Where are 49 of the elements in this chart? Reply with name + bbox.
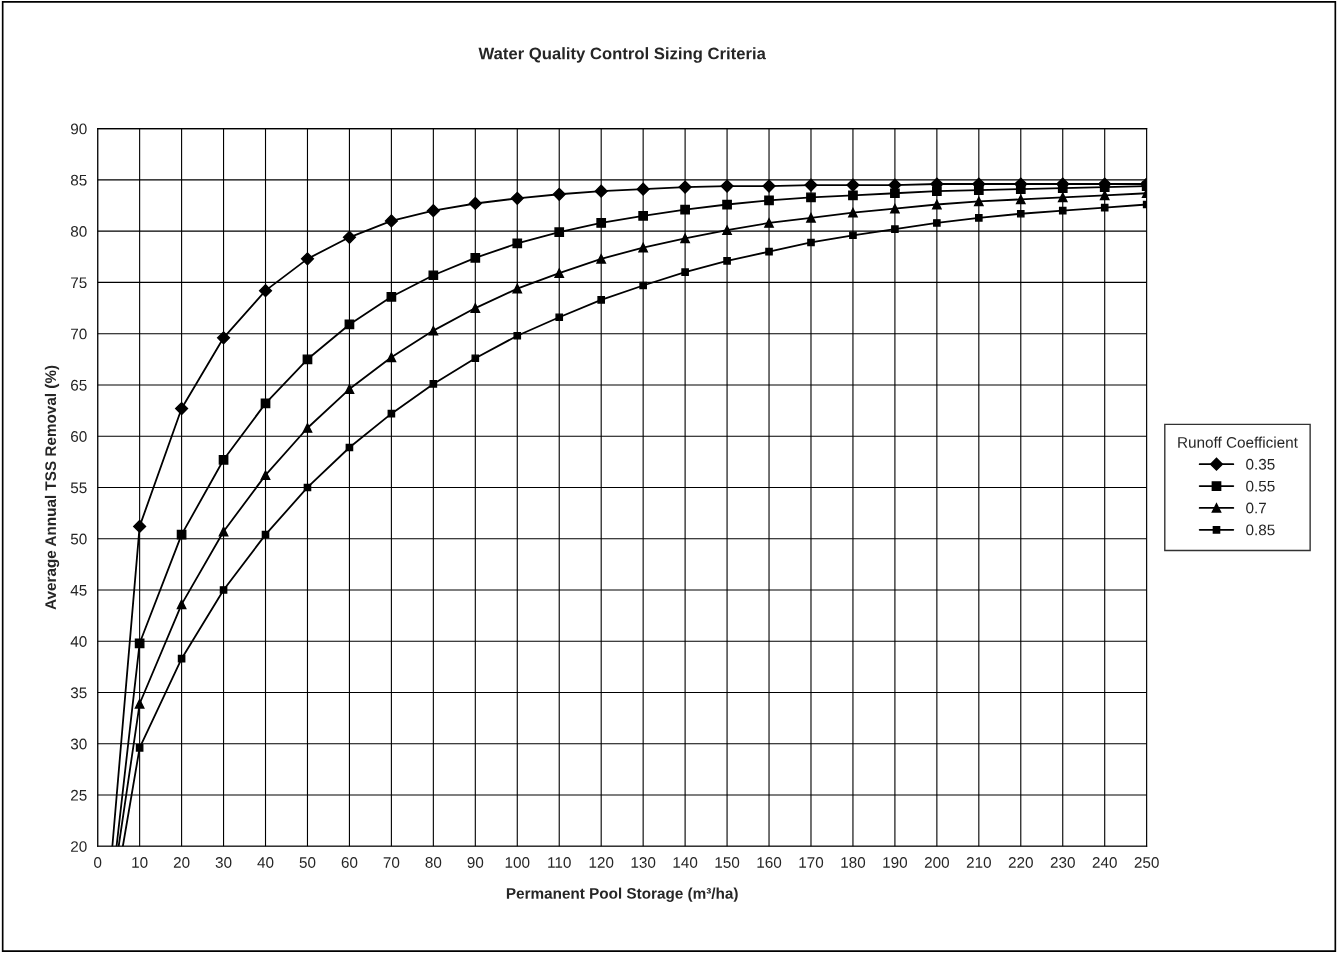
y-tick-label: 25 (71, 789, 87, 801)
x-tick-label: 0 (94, 857, 102, 868)
y-tick-label: 45 (70, 585, 87, 596)
y-tick-label: 35 (70, 687, 87, 699)
y-tick-label: 40 (70, 636, 87, 647)
x-tick-label: 90 (467, 857, 484, 868)
x-tick-label: 200 (924, 857, 950, 868)
y-tick-label: 60 (71, 431, 87, 442)
x-tick-label: 220 (1008, 857, 1033, 868)
legend-label: 0.35 (1246, 458, 1275, 470)
x-tick-label: 180 (841, 857, 866, 868)
y-tick-label: 55 (70, 482, 87, 494)
y-tick-label: 90 (70, 123, 87, 135)
x-tick-label: 190 (883, 857, 908, 868)
y-tick-label: 65 (71, 379, 87, 391)
x-tick-label: 80 (425, 857, 442, 868)
x-tick-label: 160 (757, 857, 782, 868)
x-tick-label: 150 (715, 857, 740, 868)
y-tick-label: 70 (71, 328, 87, 340)
y-tick-label: 80 (70, 226, 87, 237)
x-tick-label: 60 (341, 857, 358, 868)
x-tick-label: 130 (631, 857, 656, 868)
y-tick-label: 75 (71, 277, 87, 289)
x-tick-label: 20 (173, 857, 190, 868)
legend-label: 0.7 (1246, 502, 1266, 514)
x-tick-label: 70 (383, 857, 400, 868)
legend-label: 0.55 (1246, 480, 1275, 492)
x-tick-label: 30 (215, 857, 232, 868)
y-tick-label: 20 (71, 841, 87, 852)
x-tick-label: 210 (966, 857, 991, 868)
x-tick-label: 170 (799, 857, 824, 868)
x-tick-label: 50 (299, 857, 316, 868)
chart-title: Water Quality Control Sizing Criteria (478, 47, 766, 63)
x-tick-label: 100 (505, 857, 530, 868)
legend-title: Runoff Coefficient (1178, 436, 1298, 448)
legend-label: 0.85 (1246, 524, 1275, 536)
y-tick-label: 30 (70, 738, 87, 750)
y-tick-label: 50 (70, 533, 87, 545)
x-tick-label: 40 (257, 857, 274, 868)
x-tick-label: 120 (589, 857, 614, 868)
x-tick-label: 250 (1134, 857, 1159, 868)
x-tick-label: 10 (132, 857, 148, 868)
x-tick-label: 140 (673, 857, 698, 868)
x-tick-label: 110 (548, 857, 571, 868)
x-axis-title: Permanent Pool Storage (m³/ha) (506, 887, 738, 902)
y-axis-title: Average Annual TSS Removal (%) (44, 365, 60, 610)
x-tick-label: 230 (1050, 857, 1075, 868)
x-tick-label: 240 (1092, 857, 1117, 868)
y-tick-label: 85 (70, 174, 87, 186)
